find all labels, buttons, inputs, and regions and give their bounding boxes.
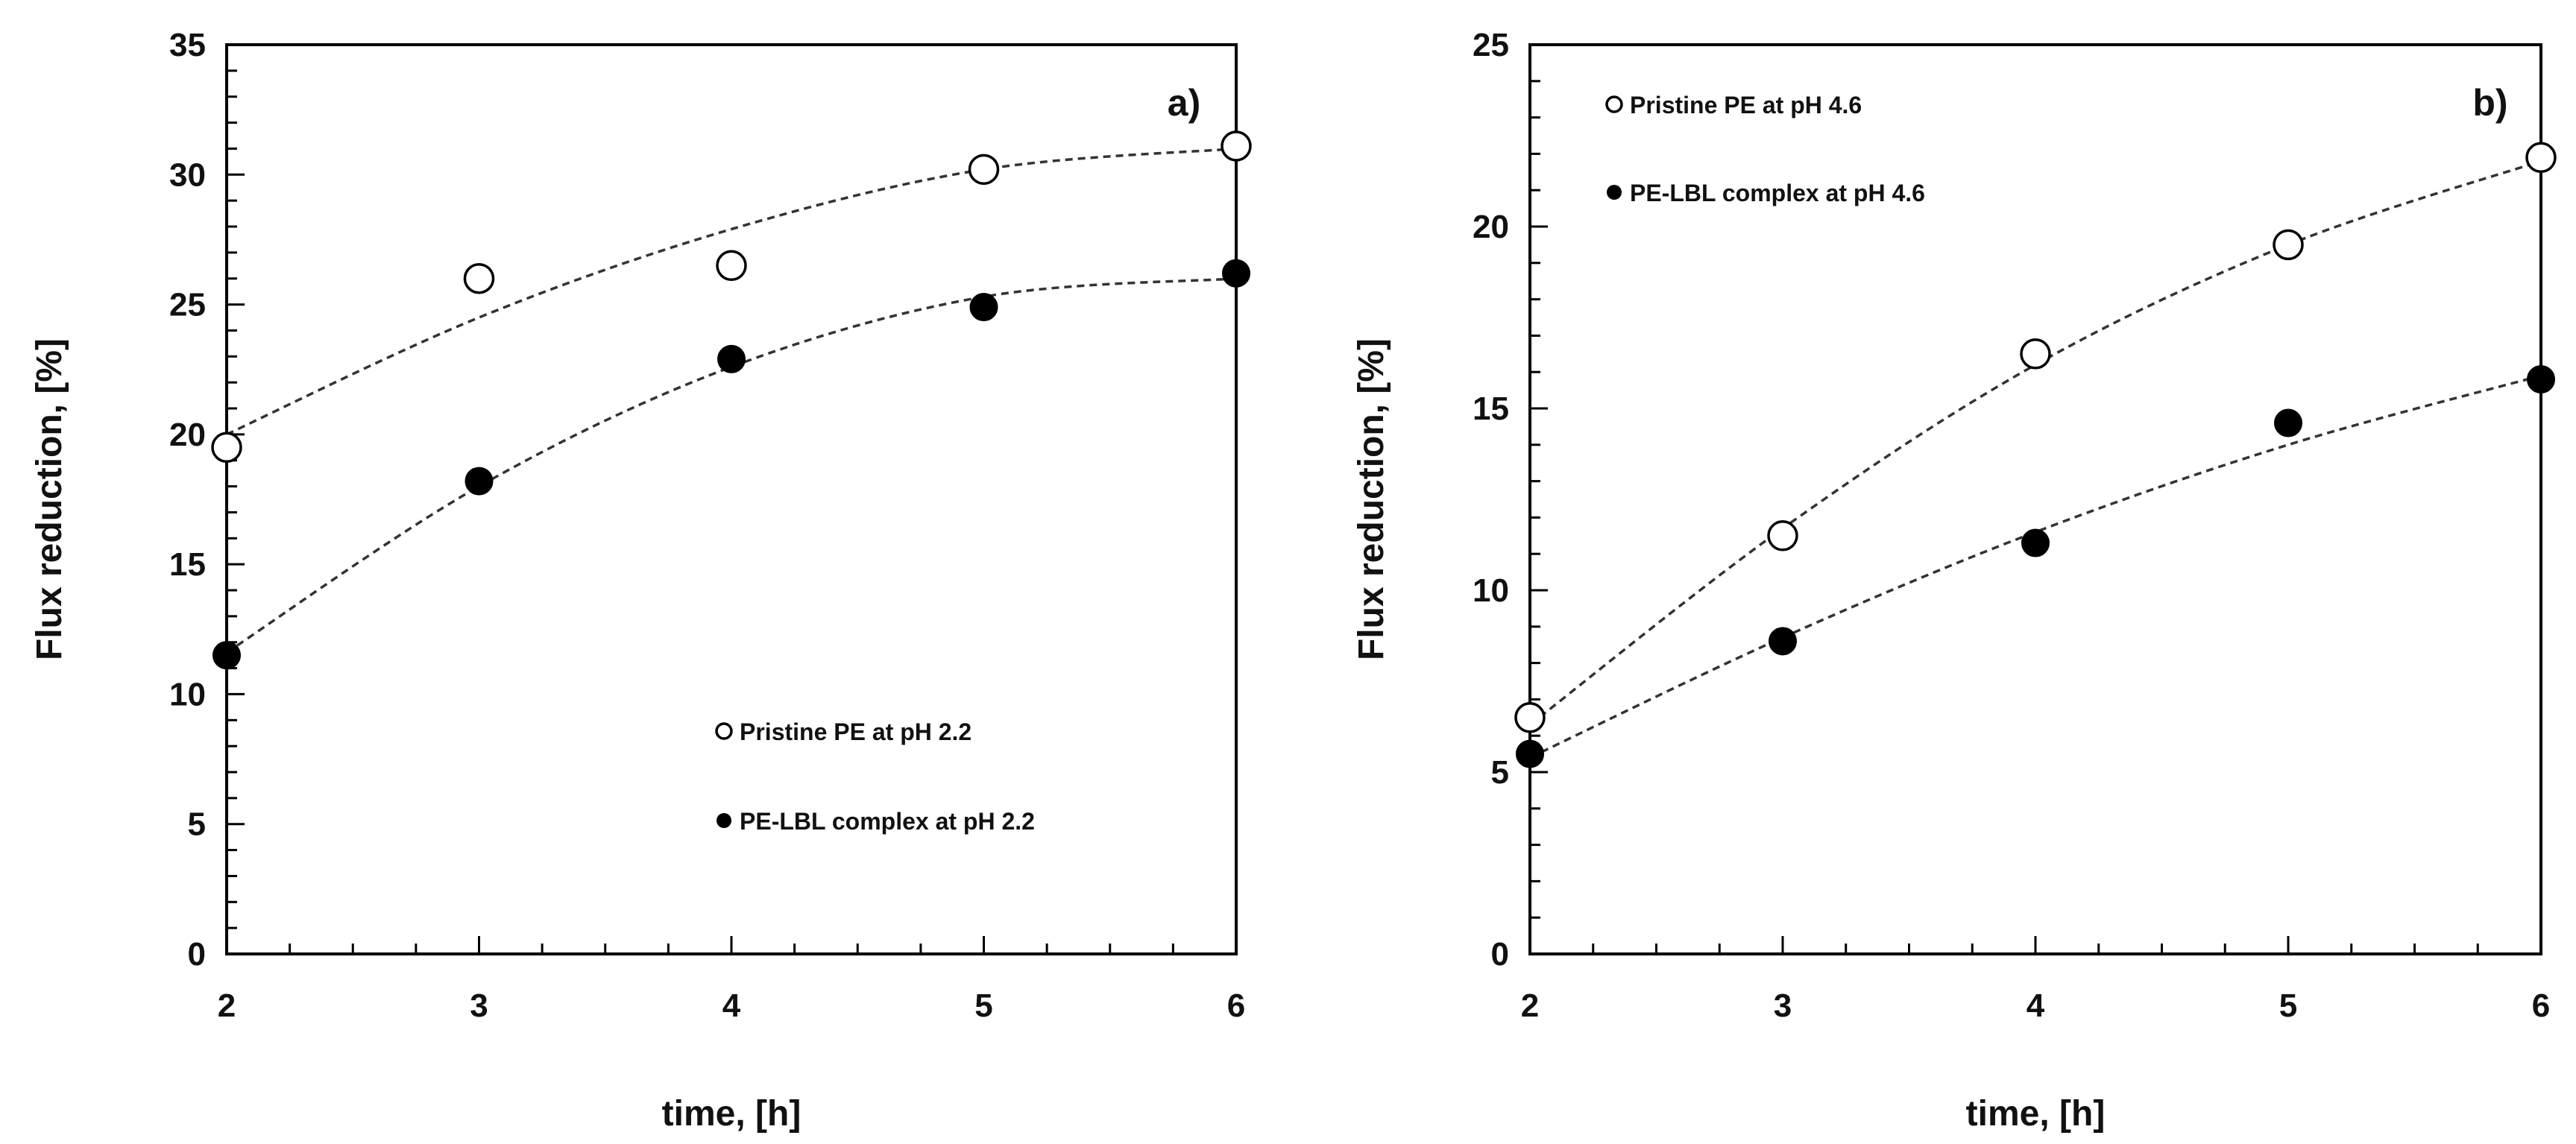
y-tick-label: 5 [1491,754,1509,791]
panel-a: 0 5 10 15 20 25 30 35 2 3 4 5 6 time, [h] Flux redu… [30,27,1252,1134]
y-tick-labels-b: 0 5 10 15 20 25 [1473,27,1509,973]
open-point [211,432,242,464]
y-tick-label: 0 [1491,936,1509,973]
panel-b: 0 5 10 15 20 25 2 3 4 5 6 time, [h] Flux reductio… [1352,27,2557,1134]
legend-marker-lbl-b [1607,185,1622,200]
y-tick-label: 20 [169,417,206,453]
panel-tag-b: b) [2472,82,2507,124]
minor-ticks-a [225,43,1238,955]
y-axis-label-b: Flux reduction, [%] [1352,338,1391,660]
panel-tag-a: a) [1168,82,1200,124]
x-tick-label: 6 [2532,987,2550,1024]
x-tick-label: 2 [1521,987,1539,1024]
legend-marker-lbl-a [717,813,731,828]
filled-point [2274,408,2302,437]
x-axis-label-a: time, [h] [662,1094,802,1134]
y-tick-labels-a: 0 5 10 15 20 25 30 35 [169,27,206,973]
x-tick-label: 3 [470,987,488,1024]
filled-point [1769,627,1797,656]
x-axis-label-b: time, [h] [1966,1094,2106,1134]
legend-a: Pristine PE at pH 2.2 PE-LBL complex at … [715,718,1035,835]
legend-marker-pristine-a [715,722,733,740]
fit-line-series-0 [1528,159,2542,726]
y-tick-label: 0 [188,936,206,973]
fit-lines-b [1528,159,2542,759]
open-point [2273,229,2304,261]
open-point [1767,520,1798,552]
y-tick-label: 10 [1473,572,1509,609]
filled-point [2527,364,2555,394]
minor-ticks-b [1528,43,2542,955]
open-point [1221,130,1252,162]
y-tick-label: 25 [1473,27,1509,63]
x-tick-labels-a: 2 3 4 5 6 [218,987,1245,1024]
open-point [1514,702,1546,733]
filled-point [212,641,241,670]
x-tick-label: 3 [1774,987,1792,1024]
open-point [2525,142,2557,174]
data-points-a [211,130,1252,670]
open-point [968,154,1000,186]
filled-point [969,293,998,322]
y-tick-label: 25 [169,287,206,323]
fit-line-series-0 [226,147,1237,436]
legend-marker-pristine-b [1605,95,1623,113]
data-points-b [1514,142,2557,768]
x-tick-label: 4 [2027,987,2045,1024]
filled-point [465,467,494,496]
y-tick-label: 30 [169,157,206,193]
fit-lines-a [226,147,1237,654]
open-point [2020,338,2051,370]
legend-b: Pristine PE at pH 4.6 PE-LBL complex at … [1605,92,1925,206]
filled-point [1222,259,1250,288]
fit-line-series-1 [226,276,1237,654]
y-axis-label-a: Flux reduction, [%] [30,338,69,660]
open-point [716,250,747,282]
legend-label-lbl-a: PE-LBL complex at pH 2.2 [740,808,1035,835]
x-tick-labels-b: 2 3 4 5 6 [1521,987,2550,1024]
y-tick-label: 15 [169,546,206,583]
fit-line-series-1 [1529,374,2542,759]
x-tick-label: 5 [2279,987,2297,1024]
legend-label-lbl-b: PE-LBL complex at pH 4.6 [1630,180,1925,206]
plot-frame-a [225,43,1238,955]
filled-point [717,344,746,373]
y-tick-label: 35 [169,27,206,63]
x-tick-label: 4 [722,987,741,1024]
y-tick-label: 5 [188,806,206,843]
x-tick-label: 6 [1227,987,1245,1024]
legend-label-pristine-a: Pristine PE at pH 2.2 [740,718,971,745]
legend-label-pristine-b: Pristine PE at pH 4.6 [1630,92,1862,118]
x-tick-label: 2 [218,987,236,1024]
filled-point [1516,739,1544,768]
y-tick-label: 20 [1473,209,1509,245]
y-tick-label: 15 [1473,391,1509,427]
x-tick-label: 5 [974,987,992,1024]
open-point [463,262,495,294]
filled-point [2021,528,2050,557]
y-tick-label: 10 [169,676,206,712]
